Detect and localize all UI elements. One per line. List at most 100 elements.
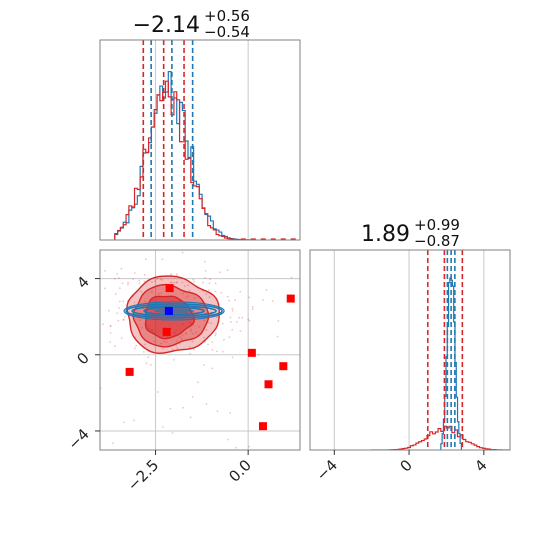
sample-dot: [181, 251, 184, 254]
sample-dot: [207, 343, 209, 346]
sample-dot: [220, 291, 223, 294]
sample-dot: [94, 304, 96, 306]
sample-dot: [187, 284, 189, 287]
sample-dot: [231, 309, 234, 312]
br-quantile-lines: [426, 250, 464, 450]
sample-dot: [176, 273, 179, 275]
tl-title: −2.14 +0.56 −0.54: [133, 7, 250, 41]
tl-grid: [155, 40, 249, 240]
sample-dot: [189, 352, 192, 355]
sample-dot: [114, 293, 117, 296]
sample-dot: [257, 354, 260, 356]
sample-dot: [127, 283, 129, 286]
sample-dot: [176, 347, 179, 350]
sample-dot: [227, 438, 230, 441]
sample-dot: [182, 406, 185, 409]
sample-dot: [121, 282, 124, 285]
sample-dot: [211, 367, 214, 370]
sample-dot: [173, 281, 176, 284]
sample-dot: [188, 346, 191, 348]
blue-contour-1: [131, 305, 217, 317]
sample-dot: [195, 331, 198, 334]
sample-dot: [193, 348, 195, 351]
sample-dot: [234, 299, 237, 302]
sample-dot: [161, 347, 164, 350]
bl-plot-area: [79, 242, 300, 450]
sample-dot: [191, 332, 194, 335]
br-xtick-label-1: 0: [396, 456, 415, 475]
sample-dot: [271, 300, 274, 302]
bl-ytick-label-1: 0: [73, 349, 92, 368]
sample-dot: [190, 328, 192, 331]
sample-dot: [207, 321, 210, 324]
sample-dot: [248, 445, 250, 448]
sample-dot: [94, 300, 96, 302]
sample-dot: [277, 320, 280, 322]
sample-dot: [117, 319, 120, 322]
sample-dot: [216, 316, 219, 318]
sample-dot: [165, 341, 168, 343]
sample-dot: [204, 277, 207, 279]
sample-dot: [185, 332, 187, 335]
sample-dot: [143, 273, 146, 276]
tl-histogram-red: [114, 80, 257, 240]
sample-dot: [133, 419, 135, 422]
red-marker-7: [258, 422, 267, 431]
sample-dot: [186, 295, 189, 298]
blue-contour-0: [125, 303, 223, 319]
sample-dot: [161, 258, 164, 261]
sample-dot: [118, 277, 120, 279]
sample-dot: [79, 336, 81, 338]
blue-marker: [164, 306, 173, 315]
sample-dot: [175, 281, 178, 284]
sample-dot: [135, 344, 138, 347]
panel-bottom-left-contour: −2.5 0.0 −4 0 4: [64, 242, 301, 495]
sample-dot: [116, 312, 119, 315]
bl-x-ticks: −2.5 0.0: [124, 450, 255, 495]
sample-dot: [151, 281, 153, 283]
sample-dot: [120, 267, 123, 270]
br-x-ticks: −4 0 4: [313, 450, 491, 484]
sample-dot: [109, 325, 112, 327]
sample-dot: [231, 356, 234, 359]
sample-dot: [185, 296, 187, 299]
sample-dot: [193, 297, 196, 300]
sample-dot: [276, 335, 279, 338]
tl-axes-frame: [99, 39, 301, 241]
sample-dot: [118, 300, 121, 303]
sample-dot: [144, 258, 147, 261]
sample-dot: [235, 446, 237, 449]
tl-title-upper: +0.56: [204, 7, 250, 25]
sample-dot: [205, 403, 208, 405]
sample-dot: [207, 289, 210, 291]
sample-dot: [239, 290, 242, 293]
sample-dot: [235, 320, 238, 323]
sample-dot: [290, 276, 293, 279]
blue-contour-3: [123, 301, 225, 321]
sample-dot: [120, 337, 123, 339]
sample-dot: [170, 281, 173, 284]
sample-dot: [226, 269, 229, 272]
red-marker-2: [247, 348, 256, 357]
br-grid: [333, 250, 485, 450]
sample-dot: [238, 316, 241, 319]
sample-dot: [161, 279, 164, 281]
sample-dot: [192, 278, 195, 281]
sample-dot: [109, 341, 112, 343]
sample-dot: [113, 277, 116, 280]
br-title-upper: +0.99: [414, 216, 460, 234]
sample-dot: [157, 391, 159, 393]
br-axes-frame: [309, 249, 511, 451]
sample-dot: [144, 300, 146, 303]
sample-dot: [181, 281, 184, 284]
sample-dot: [176, 281, 179, 283]
sample-dot: [209, 278, 212, 281]
sample-dot: [219, 271, 221, 274]
tl-quantile-lines: [142, 40, 194, 240]
panel-top-left-histogram: −2.14 +0.56 −0.54: [99, 7, 301, 241]
sample-dot: [219, 242, 221, 244]
sample-dot: [97, 266, 99, 268]
sample-dot: [214, 334, 217, 337]
bl-grid: [100, 250, 300, 450]
sample-dot: [231, 307, 234, 310]
